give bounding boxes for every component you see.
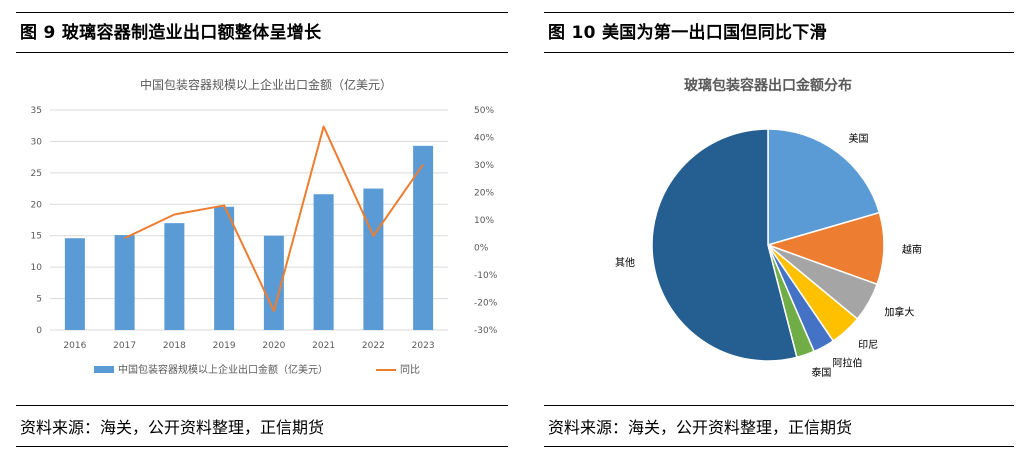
pie-slice-label: 加拿大 — [884, 305, 914, 318]
top-rule — [16, 12, 508, 13]
right-tick-label: -10% — [474, 271, 498, 281]
pie-slice-label: 印尼 — [858, 339, 878, 351]
chart-title: 玻璃包装容器出口金额分布 — [684, 77, 852, 94]
pie-slice-label: 阿拉伯 — [833, 356, 863, 369]
source-rule — [544, 405, 1014, 406]
x-tick-label: 2019 — [213, 341, 236, 351]
bar — [64, 238, 85, 330]
yoy-line — [124, 125, 424, 313]
bar — [263, 235, 284, 330]
bottom-rule — [544, 446, 1014, 447]
figure-title: 图 9 玻璃容器制造业出口额整体呈增长 — [20, 23, 322, 43]
right-tick-label: 0% — [474, 244, 489, 254]
left-tick-label: 30 — [31, 137, 43, 147]
right-tick-label: 20% — [474, 189, 494, 199]
bar-series — [64, 145, 434, 330]
left-tick-label: 15 — [31, 232, 42, 242]
right-tick-label: 40% — [474, 134, 494, 144]
left-tick-label: 10 — [31, 263, 43, 273]
pie-slice-label: 其他 — [615, 256, 635, 269]
pie-slice — [765, 211, 885, 286]
right-tick-label: -30% — [474, 326, 498, 336]
bar — [114, 235, 135, 330]
right-tick-label: 50% — [474, 106, 494, 116]
title-rule — [544, 52, 1014, 53]
pie-slices — [651, 128, 885, 362]
source-note: 资料来源：海关，公开资料整理，正信期货 — [20, 418, 325, 437]
right-panel: 图 10 美国为第一出口国但同比下滑 玻璃包装容器出口金额分布 美国越南加拿大印… — [544, 0, 1014, 460]
pie-slice-label: 泰国 — [811, 366, 831, 379]
bar — [313, 194, 334, 330]
line-series — [124, 125, 424, 313]
gridlines — [50, 109, 448, 331]
x-tick-label: 2023 — [412, 341, 435, 351]
source-note: 资料来源：海关，公开资料整理，正信期货 — [548, 418, 853, 437]
legend-bar-swatch — [94, 366, 114, 373]
left-axis-ticks: 0 5 10 15 20 25 30 35 — [31, 106, 43, 336]
pie-slice — [767, 128, 881, 246]
pie-slice — [651, 128, 798, 362]
chart-title: 中国包装容器规模以上企业出口金额（亿美元） — [140, 77, 392, 92]
x-tick-label: 2022 — [362, 341, 385, 351]
figure-title: 图 10 美国为第一出口国但同比下滑 — [548, 23, 827, 43]
left-tick-label: 5 — [36, 295, 42, 305]
legend: 中国包装容器规模以上企业出口金额（亿美元） 同比 — [94, 363, 420, 376]
left-tick-label: 25 — [31, 169, 42, 179]
bar — [363, 188, 384, 330]
title-rule — [16, 52, 508, 53]
right-tick-label: -20% — [474, 299, 498, 309]
x-tick-label: 2018 — [163, 341, 186, 351]
x-tick-label: 2020 — [262, 341, 285, 351]
left-tick-label: 0 — [36, 326, 42, 336]
x-tick-label: 2021 — [312, 341, 335, 351]
legend-bar-label: 中国包装容器规模以上企业出口金额（亿美元） — [118, 363, 328, 376]
top-rule — [544, 12, 1014, 13]
right-tick-label: 10% — [474, 216, 494, 226]
bar — [164, 223, 185, 330]
bar-line-chart: 中国包装容器规模以上企业出口金额（亿美元） 0 5 10 15 20 25 30 35 -30… — [31, 77, 498, 376]
pie-slice-label: 越南 — [902, 243, 922, 256]
right-axis-ticks: -30% -20% -10% 0% 10% 20% 30% 40% 50% — [474, 106, 498, 336]
legend-line-label: 同比 — [400, 364, 420, 376]
bar — [214, 206, 235, 330]
x-tick-label: 2017 — [113, 341, 136, 351]
left-panel: 图 9 玻璃容器制造业出口额整体呈增长 中国包装容器规模以上企业出口金额（亿美元… — [16, 0, 508, 460]
x-axis-ticks: 2016 2017 2018 2019 2020 2021 2022 2023 — [63, 341, 434, 351]
source-rule — [16, 405, 508, 406]
pie-slice-label: 美国 — [848, 132, 868, 145]
right-tick-label: 30% — [474, 161, 494, 171]
bar — [413, 145, 434, 330]
bottom-rule — [16, 446, 508, 447]
left-tick-label: 35 — [31, 106, 42, 116]
x-tick-label: 2016 — [63, 341, 86, 351]
left-tick-label: 20 — [31, 200, 43, 210]
